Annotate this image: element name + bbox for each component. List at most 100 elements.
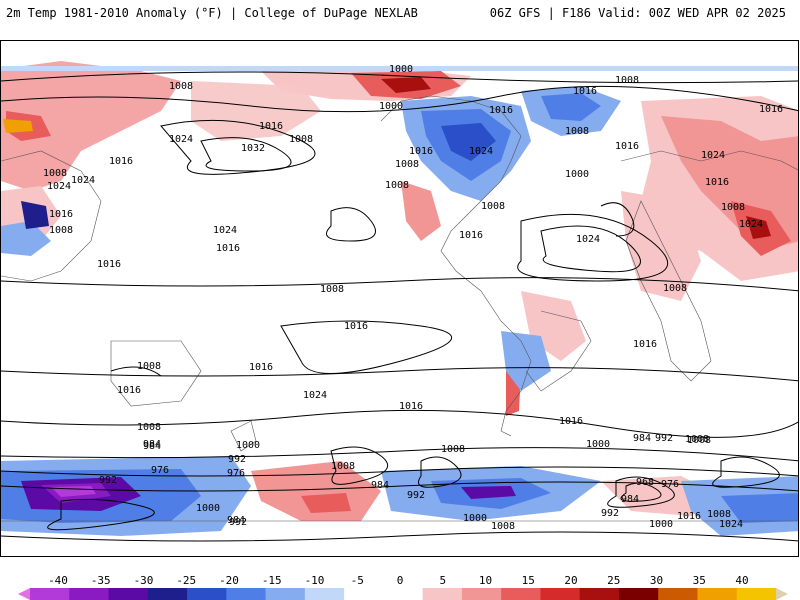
isobar-label: 1016: [399, 401, 423, 412]
isobar-label: 1008: [687, 435, 711, 446]
isobar-label: 984: [143, 441, 161, 452]
colorbar-swatch: [383, 588, 424, 600]
isobar-label: 1016: [109, 156, 133, 167]
isobar-label: 992: [99, 475, 117, 486]
isobar-label: 1008: [320, 284, 344, 295]
colorbar-tick-label: -30: [133, 574, 154, 587]
colorbar-tick-label: 0: [396, 574, 404, 587]
isobar-label: 976: [227, 468, 245, 479]
isobar-label: 1008: [49, 225, 73, 236]
colorbar-swatch: [579, 588, 620, 600]
colorbar-tick-label: -40: [48, 574, 68, 587]
isobar-label: 992: [601, 508, 619, 519]
isobar-label: 1000: [196, 503, 220, 514]
isobar-label: 984: [621, 494, 639, 505]
colorbar-tick-label: -5: [350, 574, 364, 587]
chart-title: 2m Temp 1981-2010 Anomaly (°F) | College…: [6, 6, 418, 20]
isobar-label: 1016: [49, 209, 73, 220]
colorbar-tick-label: 5: [439, 574, 447, 587]
isobar-label: 1016: [117, 385, 141, 396]
isobar-label: 1008: [289, 134, 313, 145]
colorbar-swatch: [658, 588, 698, 600]
isobar-label: 968: [636, 477, 654, 488]
colorbar-swatch: [69, 588, 110, 600]
isobar-label: 1024: [701, 150, 725, 161]
colorbar-swatch: [736, 588, 777, 600]
colorbar-tick-label: -20: [219, 574, 239, 587]
model-run-info: 06Z GFS | F186 Valid: 00Z WED APR 02 202…: [489, 6, 786, 20]
isobar-label: 1000: [463, 513, 487, 524]
colorbar: [18, 588, 788, 600]
colorbar-max-arrow: [776, 588, 788, 600]
isobar-label: 1000: [389, 64, 413, 75]
isobar-label: 1016: [489, 105, 513, 116]
isobar-label: 984: [633, 433, 651, 444]
isobar-label: 1032: [241, 143, 265, 154]
colorbar-swatch: [226, 588, 267, 600]
isobar-label: 1016: [677, 511, 701, 522]
colorbar-swatch: [147, 588, 188, 600]
isobar-label: 976: [661, 479, 679, 490]
isobar-label: 1008: [331, 461, 355, 472]
colorbar-tick-label: 35: [692, 574, 706, 587]
colorbar-tick-label: 25: [607, 574, 621, 587]
isobar-label: 1024: [71, 175, 95, 186]
isobar-label: 1016: [759, 104, 783, 115]
isobar-label: 1000: [586, 439, 610, 450]
isobar-label: 1016: [633, 339, 657, 350]
isobar-label: 1024: [169, 134, 193, 145]
isobar-label: 1008: [615, 75, 639, 86]
isobar-label: 1008: [385, 180, 409, 191]
isobar-label: 1008: [721, 202, 745, 213]
isobar-label: 992: [407, 490, 425, 501]
isobar-label: 1008: [685, 434, 709, 445]
colorbar-swatch: [461, 588, 502, 600]
colorbar-swatch: [422, 588, 463, 600]
colorbar-labels: -40 -35 -30 -25 -20 -15 -10 -5 0 5 10 15 20 25 30 35 40: [0, 574, 800, 588]
isobar-label: 1016: [259, 121, 283, 132]
isobar-label: 992: [229, 517, 247, 528]
colorbar-tick-label: 30: [649, 574, 664, 587]
isobar-label: 984: [143, 439, 161, 450]
isobar-label: 1024: [213, 225, 237, 236]
isobar-label: 1008: [707, 509, 731, 520]
colorbar-swatch: [187, 588, 227, 600]
colorbar-swatch: [108, 588, 149, 600]
isobar-label: 992: [228, 454, 246, 465]
isobar-label: 1000: [565, 169, 589, 180]
isobar-label: 1000: [649, 519, 673, 530]
isobar-label: 1008: [565, 126, 589, 137]
colorbar-swatch: [697, 588, 738, 600]
isobar-label: 1016: [705, 177, 729, 188]
isobar-label: 1008: [169, 81, 193, 92]
isobar-label: 976: [151, 465, 169, 476]
isobar-label: 1024: [719, 519, 743, 530]
isobar-label: 992: [655, 433, 673, 444]
isobar-label: 1016: [573, 86, 597, 97]
isobar-label: 1000: [379, 101, 403, 112]
colorbar-swatch: [304, 588, 345, 600]
isobar-label: 1016: [459, 230, 483, 241]
colorbar-tick-label: 20: [564, 574, 578, 587]
colorbar-tick-label: 10: [478, 574, 493, 587]
isobar-label: 1016: [409, 146, 433, 157]
colorbar-tick-label: 15: [521, 574, 535, 587]
colorbar-tick-label: -25: [176, 574, 197, 587]
colorbar-swatch: [344, 588, 384, 600]
isobar-labels: 1000 1008 1016 1024 1032 1008 1016 1024 …: [43, 64, 783, 532]
colorbar-tick-label: -10: [304, 574, 325, 587]
isobar-label: 1016: [97, 259, 121, 270]
colorbar-swatch: [540, 588, 581, 600]
header: 2m Temp 1981-2010 Anomaly (°F) | College…: [0, 0, 800, 30]
isobar-label: 1024: [739, 219, 763, 230]
colorbar-tick-label: 40: [735, 574, 749, 587]
isobar-label: 1024: [576, 234, 600, 245]
map-panel: 1000 1008 1016 1024 1032 1008 1016 1024 …: [0, 40, 799, 557]
colorbar-swatch: [501, 588, 541, 600]
isobar-label: 1024: [47, 181, 71, 192]
isobar-label: 1024: [303, 390, 327, 401]
isobar-label: 1016: [216, 243, 240, 254]
isobar-label: 1008: [137, 422, 161, 433]
isobar-label: 1008: [491, 521, 515, 532]
isobar-label: 1008: [441, 444, 465, 455]
